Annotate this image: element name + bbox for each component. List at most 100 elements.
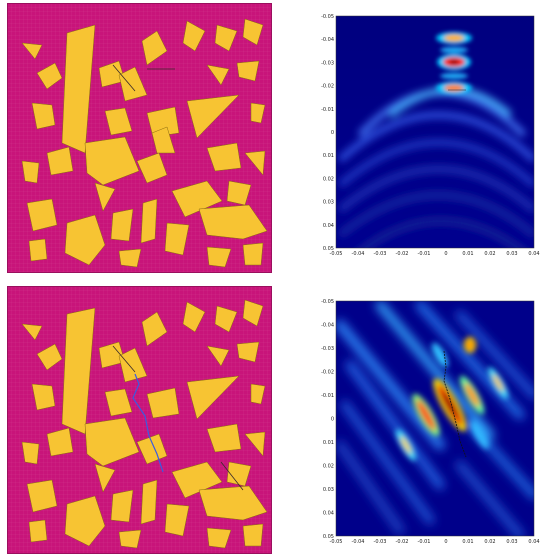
hotspot	[464, 382, 480, 408]
y-tick-label: -0.03	[321, 60, 334, 66]
aggregate	[182, 20, 206, 52]
aggregate	[28, 519, 48, 543]
mesh-border	[7, 286, 272, 554]
wavefronts	[337, 32, 534, 248]
aggregate	[146, 106, 180, 138]
x-tick-label: -0.04	[352, 539, 365, 545]
wavefront-arc	[337, 139, 534, 188]
wave-band	[340, 400, 435, 525]
wavefront-arc	[337, 111, 534, 163]
y-ticks: -0.05 -0.04 -0.03 -0.02 -0.01 0 0.01 0.02 0.03 0.…	[321, 14, 334, 252]
plot-frame	[335, 300, 535, 537]
aggregate	[186, 94, 240, 139]
aggregate	[31, 102, 56, 130]
y-tick-label: -0.01	[321, 393, 334, 399]
y-tick-label: 0.02	[323, 464, 334, 470]
aggregate	[94, 182, 116, 212]
wave-band	[455, 310, 534, 400]
y-tick-label: 0.03	[323, 487, 334, 493]
aggregate	[26, 479, 58, 513]
aggregate	[206, 142, 242, 172]
x-tick-label: -0.05	[330, 539, 343, 545]
aggregate	[236, 341, 260, 363]
plot-frame	[335, 15, 535, 249]
aggregate	[242, 18, 264, 46]
aggregate	[186, 375, 240, 420]
source-lobe	[449, 59, 459, 65]
wave-band	[455, 460, 525, 536]
aggregate-group	[21, 299, 268, 549]
wavefront-arc	[337, 165, 534, 213]
x-tick-label: -0.02	[396, 539, 409, 545]
aggregate	[118, 66, 148, 102]
x-tick-label: -0.01	[418, 251, 431, 257]
aggregate	[110, 208, 134, 242]
x-tick-label: -0.04	[352, 251, 365, 257]
aggregate	[140, 479, 158, 525]
x-ticks: -0.05 -0.04 -0.03 -0.02 -0.01 0 0.01 0.02 0.03 0.…	[330, 539, 540, 545]
y-tick-label: 0.04	[323, 223, 334, 229]
x-tick-label: 0	[444, 251, 447, 257]
y-tick-label: -0.02	[321, 84, 334, 90]
source-lobe	[440, 73, 468, 79]
y-tick-label: 0.03	[323, 200, 334, 206]
aggregate	[21, 323, 43, 341]
hotspot	[400, 436, 412, 454]
wave-field-plot-bottom: -0.05 -0.04 -0.03 -0.02 -0.01 0 0.01 0.02 0.03 0.…	[320, 295, 540, 553]
y-tick-label: 0	[331, 130, 334, 136]
crack-line	[112, 345, 136, 373]
aggregate	[110, 489, 134, 523]
x-tick-label: 0.01	[462, 539, 473, 545]
aggregate	[151, 126, 176, 154]
aggregate	[214, 24, 238, 52]
aggregate	[242, 523, 264, 547]
y-tick-label: 0.02	[323, 176, 334, 182]
crack-line	[220, 461, 244, 491]
y-tick-label: 0	[331, 417, 334, 423]
aggregate	[104, 107, 133, 136]
y-ticks: -0.05 -0.04 -0.03 -0.02 -0.01 0 0.01 0.02 0.03 0.…	[321, 299, 334, 540]
aggregate	[198, 204, 268, 240]
aggregate	[242, 242, 264, 266]
hotspot	[492, 374, 504, 392]
aggregate	[242, 299, 264, 327]
crack-path	[132, 373, 164, 473]
aggregate	[136, 433, 168, 465]
aggregate	[250, 102, 266, 124]
aggregate	[206, 527, 232, 549]
source-lobe	[440, 47, 468, 53]
aggregate	[206, 246, 232, 268]
aggregate	[21, 160, 40, 184]
y-tick-label: 0.04	[323, 511, 334, 517]
aggregate	[61, 307, 96, 435]
y-tick-label: 0.05	[323, 246, 334, 252]
aggregate	[244, 150, 266, 176]
aggregate	[46, 146, 74, 176]
hotspot	[467, 341, 473, 349]
aggregate	[84, 417, 140, 467]
aggregate	[171, 180, 223, 218]
aggregate	[206, 64, 230, 86]
y-tick-label: 0.01	[323, 153, 334, 159]
x-tick-label: 0.04	[528, 539, 539, 545]
x-tick-label: -0.02	[396, 251, 409, 257]
mesh-panel-bottom	[7, 286, 272, 554]
x-tick-label: 0.02	[484, 251, 495, 257]
y-tick-label: -0.04	[321, 323, 334, 329]
source-lobe	[444, 84, 464, 92]
aggregate	[244, 431, 266, 457]
aggregate	[31, 383, 56, 411]
aggregate	[94, 463, 116, 493]
aggregate	[171, 461, 223, 499]
hotspot	[431, 342, 449, 368]
aggregate	[140, 198, 158, 244]
wave-band	[375, 301, 495, 440]
wave-band	[336, 320, 445, 450]
aggregate	[146, 387, 180, 419]
y-tick-label: -0.05	[321, 14, 334, 20]
mesh-panel-top	[7, 3, 272, 273]
y-tick-label: -0.03	[321, 346, 334, 352]
aggregate	[226, 180, 252, 206]
aggregate	[36, 62, 63, 90]
aggregate	[64, 214, 106, 266]
